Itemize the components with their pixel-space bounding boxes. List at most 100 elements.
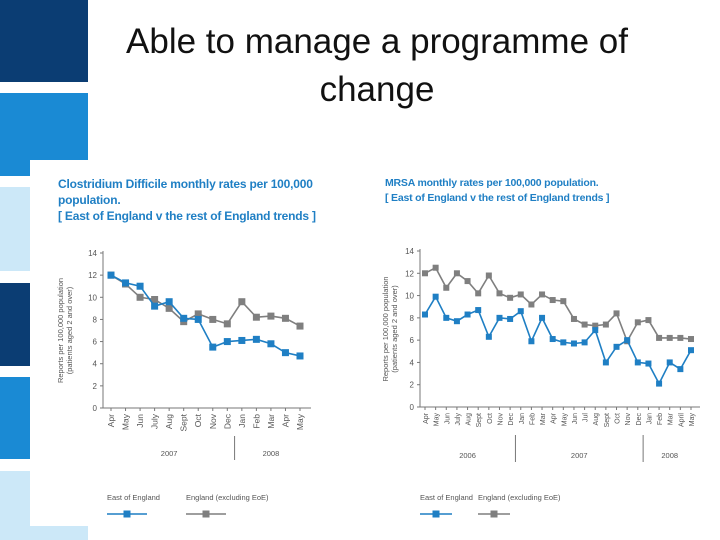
data-point — [666, 359, 673, 366]
data-point — [645, 360, 652, 367]
x-tick-label: July — [150, 413, 160, 429]
data-point — [209, 315, 217, 323]
x-tick-label: Nov — [208, 413, 218, 429]
x-tick-label: Apr — [551, 412, 558, 424]
legend-marker — [432, 510, 440, 518]
stripe-block-1 — [0, 0, 88, 82]
x-tick-label: Feb — [251, 414, 261, 429]
data-point — [443, 314, 450, 321]
data-point — [180, 314, 188, 322]
data-point — [165, 298, 173, 306]
x-tick-label: May — [561, 413, 568, 427]
data-point — [194, 310, 202, 318]
x-tick-label: Apr — [423, 412, 430, 424]
data-point — [613, 310, 620, 317]
x-tick-label: Sept — [604, 413, 611, 427]
data-point — [581, 321, 588, 328]
data-point — [688, 347, 694, 354]
data-point — [634, 359, 641, 366]
y-tick-label: 2 — [410, 381, 415, 390]
y-tick-label: 14 — [405, 247, 414, 256]
data-point — [267, 312, 275, 320]
data-point — [422, 311, 428, 318]
x-tick-label: Dec — [636, 413, 643, 426]
data-point — [238, 336, 246, 344]
x-tick-label: Jan — [646, 413, 653, 424]
data-point — [223, 320, 231, 328]
x-tick-label: Oct — [615, 413, 622, 424]
chart-title-line: Clostridium Difficile monthly rates per … — [58, 177, 313, 207]
data-point — [432, 293, 439, 300]
x-tick-label: Nov — [497, 413, 504, 426]
y-tick-label: 10 — [88, 293, 97, 302]
slide-title: Able to manage a programme of change — [126, 22, 628, 109]
chart-title: MRSA monthly rates per 100,000 populatio… — [385, 176, 685, 206]
data-point — [432, 264, 439, 271]
data-point — [539, 314, 546, 321]
x-tick-label: Jun — [135, 414, 145, 428]
x-tick-label: Dec — [222, 413, 232, 429]
data-point — [122, 279, 130, 287]
data-point — [422, 270, 428, 277]
x-tick-label: May — [689, 413, 696, 427]
y-tick-label: 12 — [88, 271, 97, 280]
data-point — [485, 272, 492, 279]
data-point — [592, 327, 599, 334]
data-point — [592, 322, 599, 329]
data-point — [151, 296, 159, 303]
y-tick-label: 6 — [93, 338, 98, 347]
legend-label: England (excluding EoE) — [478, 493, 561, 502]
data-point — [464, 311, 471, 318]
data-point — [496, 314, 503, 321]
x-tick-label: Aug — [164, 414, 174, 429]
data-point — [677, 366, 684, 373]
data-point — [485, 333, 492, 340]
data-point — [464, 278, 471, 285]
legend-marker — [490, 510, 498, 518]
data-point — [602, 321, 609, 328]
data-point — [453, 270, 460, 277]
y-tick-label: 14 — [88, 249, 97, 258]
data-point — [549, 336, 556, 343]
y-axis-label-line: (patients aged 2 and over) — [65, 286, 74, 374]
y-axis-label-line: (patients aged 2 and over) — [390, 285, 399, 373]
data-point — [443, 284, 450, 291]
x-tick-label: Jun — [444, 413, 451, 424]
data-point — [453, 318, 460, 325]
x-tick-label: Nov — [625, 413, 632, 426]
x-tick-label: Apr — [106, 414, 116, 427]
legend-marker — [123, 510, 131, 518]
chart-panel-cdiff: Clostridium Difficile monthly rates per … — [30, 160, 360, 526]
x-tick-label: Dec — [508, 413, 515, 426]
legend-marker — [202, 510, 210, 518]
x-tick-label: Jan — [519, 413, 526, 424]
data-point — [209, 343, 217, 351]
data-point — [677, 334, 684, 341]
chart-title-line: MRSA monthly rates per 100,000 populatio… — [385, 177, 599, 189]
x-tick-label: Aug — [593, 413, 600, 426]
data-point — [517, 291, 524, 298]
y-tick-label: 8 — [410, 314, 415, 323]
y-tick-label: 4 — [93, 360, 98, 369]
y-tick-label: 6 — [410, 336, 415, 345]
x-tick-label: Feb — [529, 413, 536, 425]
data-point — [267, 340, 275, 348]
data-point — [560, 339, 567, 346]
year-label: 2007 — [571, 451, 588, 460]
data-point — [296, 322, 304, 330]
x-tick-label: Oct — [487, 413, 494, 424]
x-tick-label: Mar — [668, 412, 675, 425]
data-point — [666, 334, 673, 341]
y-axis-label-line: Reports per 100,000 population — [56, 278, 65, 383]
data-point — [645, 317, 652, 324]
chart-subtitle-line: [ East of England v the rest of England … — [58, 209, 316, 223]
data-point — [281, 314, 289, 322]
series-line — [424, 295, 692, 386]
data-point — [136, 282, 144, 290]
data-point — [252, 313, 260, 321]
legend-label: East of England — [420, 493, 473, 502]
data-point — [136, 293, 144, 301]
y-axis-label: Reports per 100,000 population (patients … — [56, 278, 74, 383]
x-tick-label: April — [678, 413, 685, 427]
data-point — [688, 336, 694, 343]
